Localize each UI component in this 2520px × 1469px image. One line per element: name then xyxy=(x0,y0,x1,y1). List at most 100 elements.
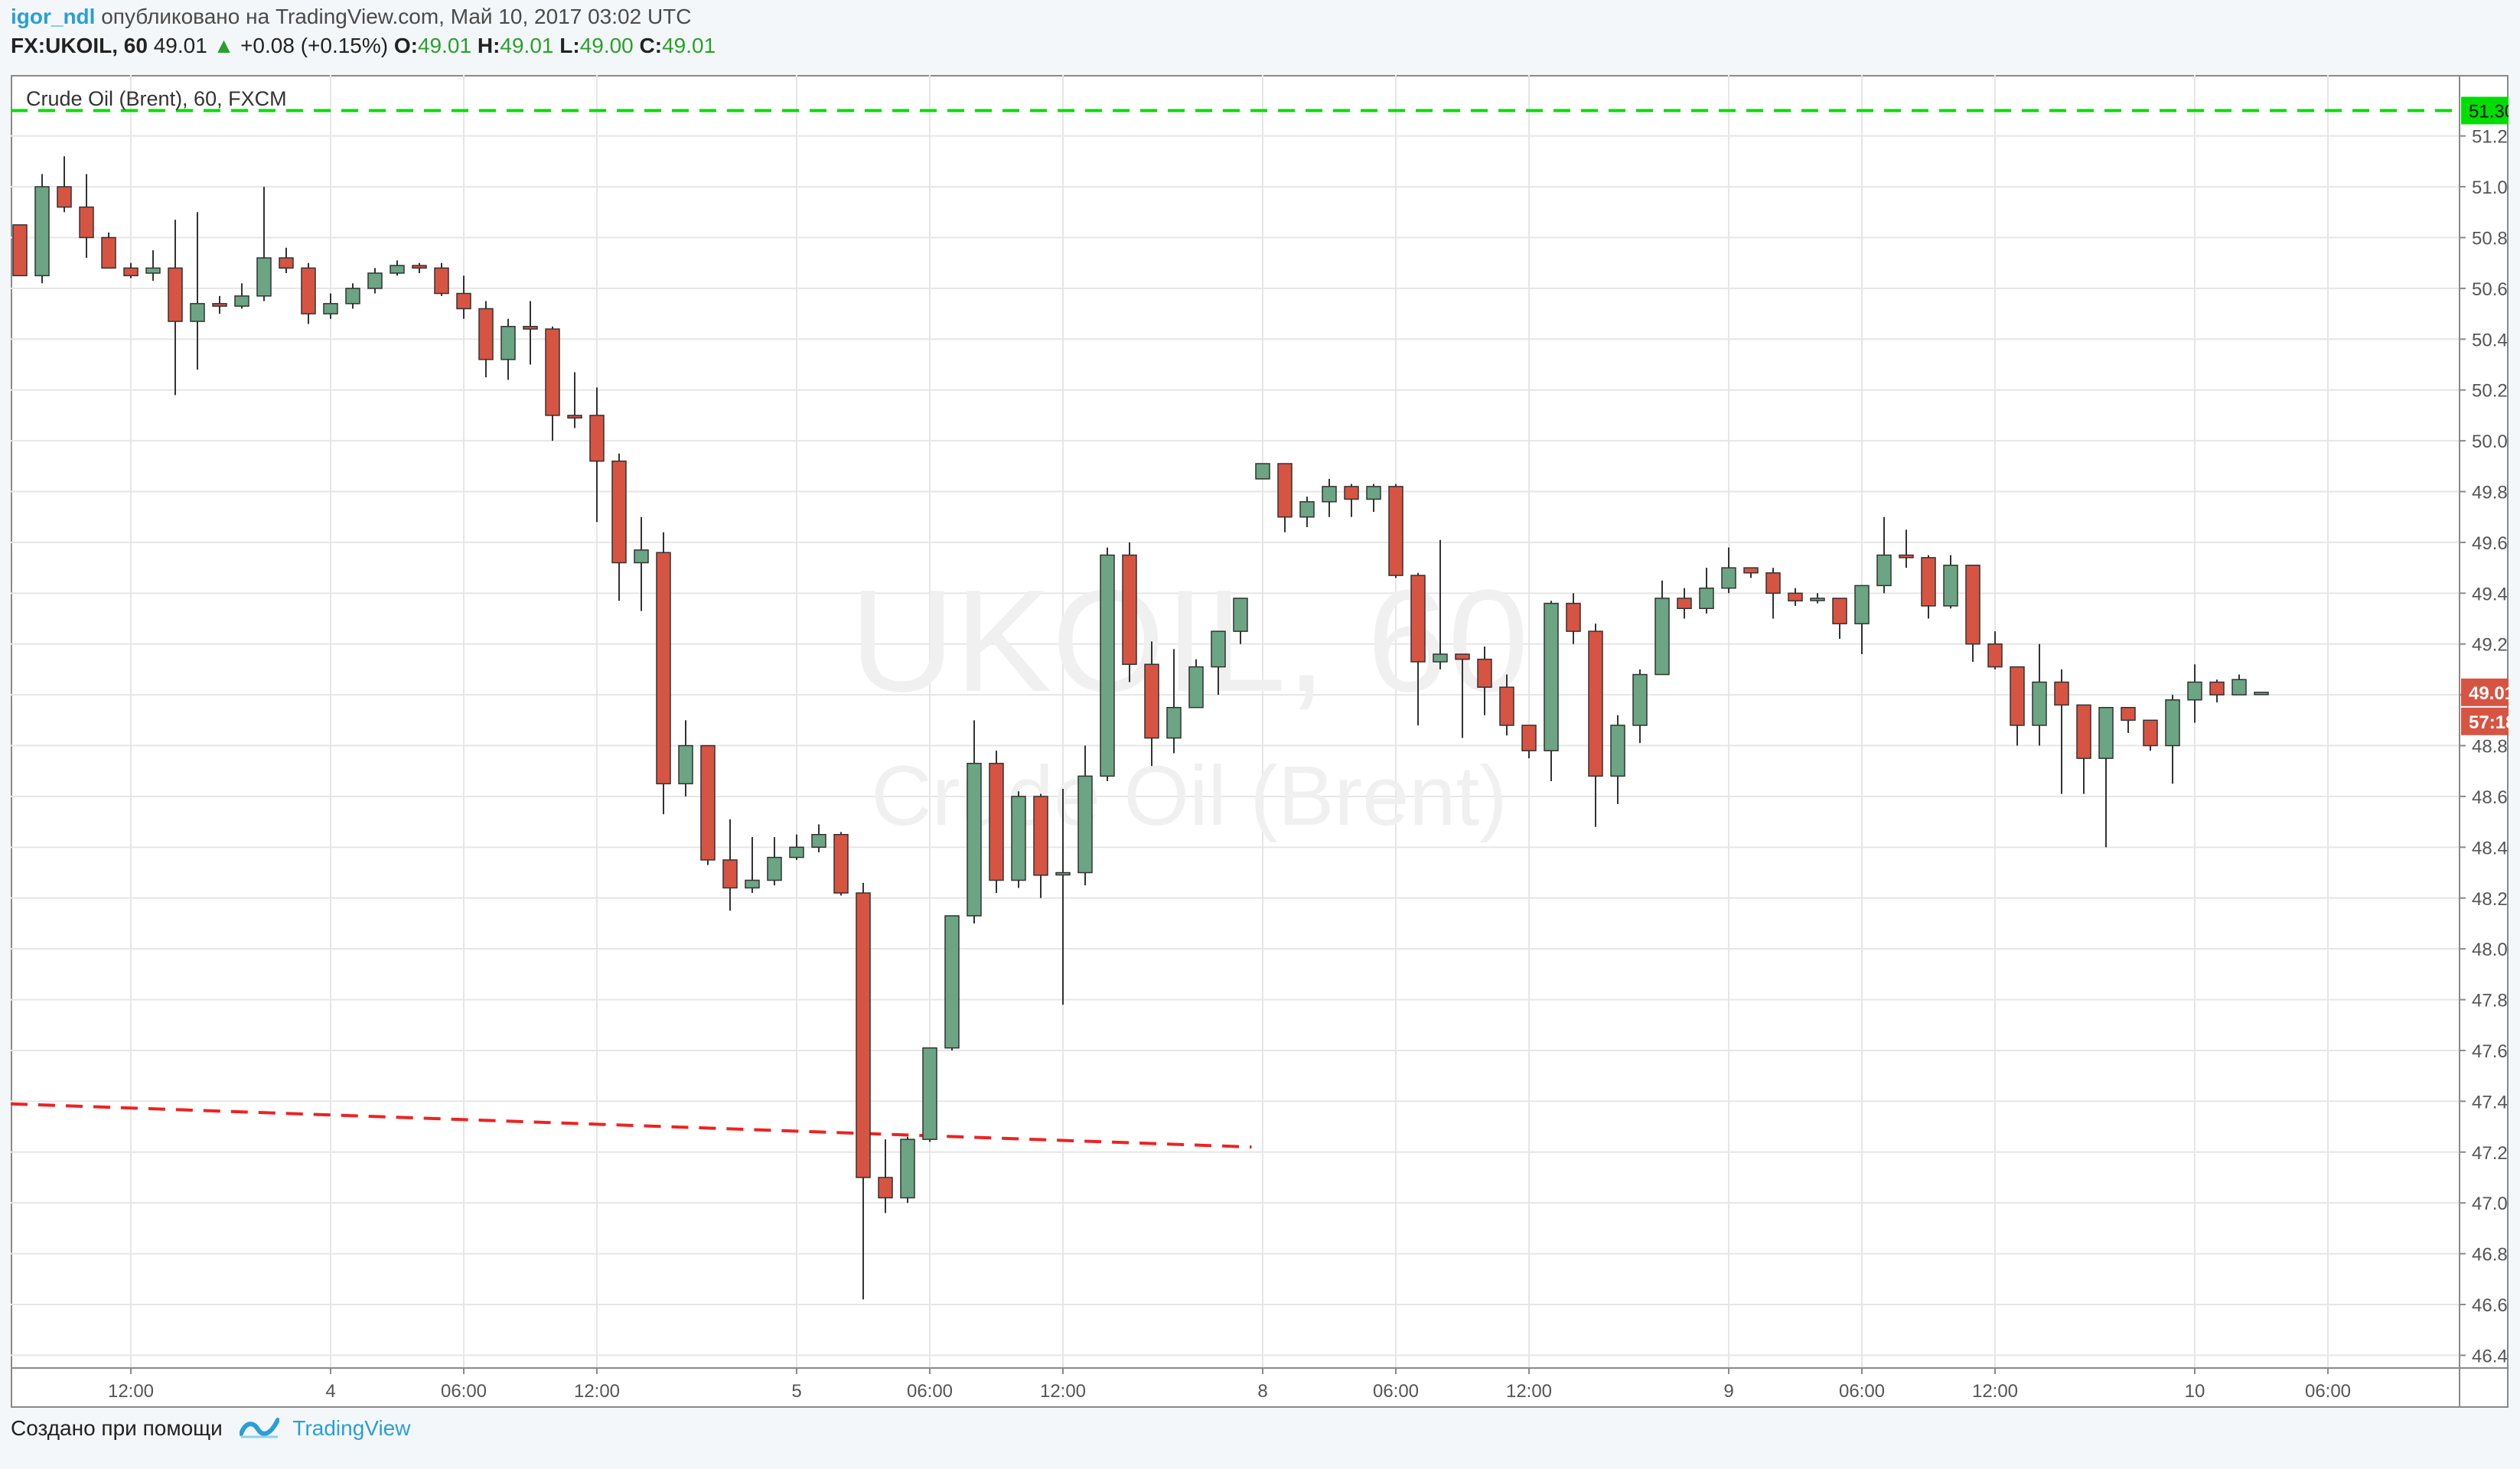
candle[interactable] xyxy=(856,882,871,1300)
candle[interactable] xyxy=(545,326,560,441)
candle[interactable] xyxy=(944,915,960,1050)
candle[interactable] xyxy=(390,260,405,276)
candle[interactable] xyxy=(2187,664,2202,723)
candle[interactable] xyxy=(1721,547,1736,594)
candle[interactable] xyxy=(367,268,383,294)
candle[interactable] xyxy=(57,156,72,213)
candle[interactable] xyxy=(1055,788,1071,1005)
candle[interactable] xyxy=(1344,484,1359,517)
candle[interactable] xyxy=(1255,463,1270,480)
candle[interactable] xyxy=(700,744,716,865)
candle[interactable] xyxy=(1943,555,1958,609)
candle[interactable] xyxy=(1544,601,1559,782)
candle[interactable] xyxy=(656,532,671,815)
candle[interactable] xyxy=(2143,719,2158,751)
candle[interactable] xyxy=(567,372,582,428)
candle[interactable] xyxy=(1788,588,1803,606)
candle[interactable] xyxy=(345,283,360,309)
candle[interactable] xyxy=(1521,725,1537,759)
candle[interactable] xyxy=(101,232,116,269)
candle[interactable] xyxy=(323,293,338,319)
candle[interactable] xyxy=(1810,593,1825,604)
candle[interactable] xyxy=(1921,555,1936,619)
candle[interactable] xyxy=(2121,706,2136,733)
candle[interactable] xyxy=(1455,653,1470,738)
candle[interactable] xyxy=(722,819,738,911)
candle[interactable] xyxy=(1965,565,1980,662)
candle[interactable] xyxy=(1122,542,1137,682)
candle[interactable] xyxy=(1100,547,1115,782)
candle[interactable] xyxy=(1566,593,1581,644)
candle[interactable] xyxy=(1588,624,1603,827)
candle[interactable] xyxy=(1233,598,1248,644)
candle[interactable] xyxy=(1433,539,1448,669)
candle[interactable] xyxy=(2254,692,2269,695)
candle[interactable] xyxy=(168,220,183,396)
candle[interactable] xyxy=(2010,666,2025,746)
candle[interactable] xyxy=(1832,598,1847,640)
candle[interactable] xyxy=(412,262,427,273)
candle[interactable] xyxy=(1299,497,1315,528)
candle[interactable] xyxy=(256,187,272,301)
candle[interactable] xyxy=(212,295,227,314)
candle[interactable] xyxy=(1322,478,1337,517)
candle[interactable] xyxy=(745,837,760,894)
candle[interactable] xyxy=(2032,643,2047,746)
candle[interactable] xyxy=(1699,568,1714,614)
trend-line[interactable] xyxy=(11,1102,1252,1149)
candle[interactable] xyxy=(1765,568,1781,619)
candle[interactable] xyxy=(1033,793,1048,898)
candle[interactable] xyxy=(1610,715,1625,804)
candle[interactable] xyxy=(789,834,804,860)
candle[interactable] xyxy=(1410,572,1426,725)
candle[interactable] xyxy=(456,275,471,319)
candle[interactable] xyxy=(1654,580,1670,676)
candle[interactable] xyxy=(34,174,50,284)
candle[interactable] xyxy=(500,318,516,380)
candle[interactable] xyxy=(1077,745,1093,886)
candle[interactable] xyxy=(2076,704,2091,794)
candle[interactable] xyxy=(1499,674,1514,736)
candle[interactable] xyxy=(811,824,826,852)
candle[interactable] xyxy=(1188,659,1204,708)
candle[interactable] xyxy=(2098,706,2114,848)
candle[interactable] xyxy=(523,301,538,365)
candle[interactable] xyxy=(1854,585,1870,655)
candle[interactable] xyxy=(12,224,28,277)
candle[interactable] xyxy=(1166,649,1182,754)
candle[interactable] xyxy=(878,1139,893,1213)
candle[interactable] xyxy=(279,247,294,273)
candle[interactable] xyxy=(1876,516,1892,594)
candle[interactable] xyxy=(611,453,627,601)
author-link[interactable]: igor_ndl xyxy=(11,5,96,28)
candle[interactable] xyxy=(2165,695,2180,784)
candle[interactable] xyxy=(1388,484,1403,578)
candle[interactable] xyxy=(1366,484,1381,513)
candle[interactable] xyxy=(1677,588,1692,619)
candle[interactable] xyxy=(922,1047,937,1142)
candle[interactable] xyxy=(1632,669,1648,744)
candle[interactable] xyxy=(2231,674,2247,695)
candle[interactable] xyxy=(1899,529,1914,568)
candle[interactable] xyxy=(989,751,1004,894)
candlestick-chart[interactable]: UKOIL, 60 Crude Oil (Brent) 51.2051.0050… xyxy=(11,75,2509,1408)
candle[interactable] xyxy=(234,283,249,309)
candle[interactable] xyxy=(190,212,205,370)
candle[interactable] xyxy=(678,720,693,796)
candle[interactable] xyxy=(634,516,649,611)
candle[interactable] xyxy=(967,720,982,923)
candle[interactable] xyxy=(900,1136,915,1204)
candle[interactable] xyxy=(1743,567,1759,578)
candle[interactable] xyxy=(1987,631,2003,669)
tradingview-link[interactable]: TradingView xyxy=(292,1415,411,1440)
candle[interactable] xyxy=(589,387,605,523)
candle[interactable] xyxy=(123,262,139,278)
candle[interactable] xyxy=(833,832,849,896)
candle[interactable] xyxy=(301,262,316,324)
candle[interactable] xyxy=(2209,679,2225,703)
candle[interactable] xyxy=(1011,791,1026,888)
candle[interactable] xyxy=(478,301,494,378)
candle[interactable] xyxy=(1144,641,1159,767)
candle[interactable] xyxy=(79,174,94,259)
candle[interactable] xyxy=(434,262,449,296)
